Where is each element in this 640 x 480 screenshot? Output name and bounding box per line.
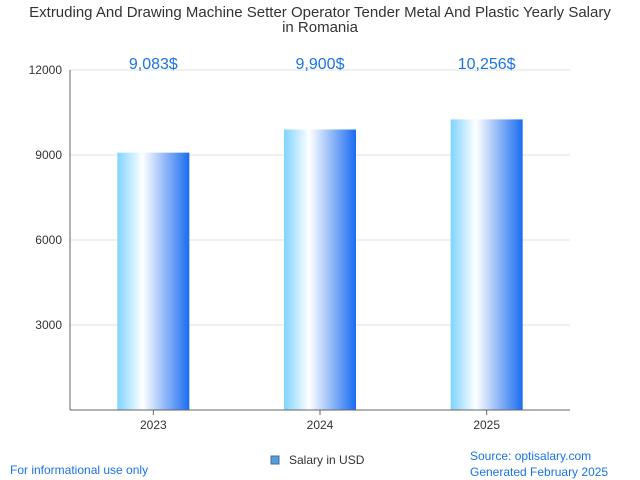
data-label-2023: 9,083$ bbox=[129, 56, 178, 73]
x-tick-label-2023: 2023 bbox=[140, 418, 167, 432]
bars bbox=[117, 119, 523, 411]
source-info: Source: optisalary.com Generated Februar… bbox=[470, 448, 608, 480]
disclaimer-text: For informational use only bbox=[10, 463, 149, 477]
legend-label: Salary in USD bbox=[289, 453, 365, 467]
data-label-2024: 9,900$ bbox=[296, 56, 345, 73]
chart-title-line-1: Extruding And Drawing Machine Setter Ope… bbox=[29, 4, 611, 21]
x-tick-label-2024: 2024 bbox=[307, 418, 334, 432]
legend-swatch bbox=[270, 455, 280, 465]
y-tick-label-12000: 12000 bbox=[29, 63, 63, 77]
source-link[interactable]: Source: optisalary.com bbox=[470, 449, 592, 463]
axis-ticks: 3000 6000 9000 12000 2023 2024 2025 bbox=[29, 63, 501, 432]
bar-2023[interactable] bbox=[117, 152, 190, 411]
bar-2024[interactable] bbox=[284, 129, 356, 411]
data-label-2025: 10,256$ bbox=[458, 56, 516, 73]
y-tick-label-6000: 6000 bbox=[35, 233, 62, 247]
y-tick-label-9000: 9000 bbox=[35, 148, 62, 162]
bar-2025[interactable] bbox=[450, 119, 523, 410]
x-tick-label-2025: 2025 bbox=[473, 418, 500, 432]
data-labels: 9,083$ 9,900$ 10,256$ bbox=[129, 56, 516, 73]
y-tick-label-3000: 3000 bbox=[35, 318, 62, 332]
chart-title-line-2: in Romania bbox=[282, 19, 359, 36]
legend: Salary in USD bbox=[270, 453, 365, 467]
generated-date: Generated February 2025 bbox=[470, 465, 609, 479]
